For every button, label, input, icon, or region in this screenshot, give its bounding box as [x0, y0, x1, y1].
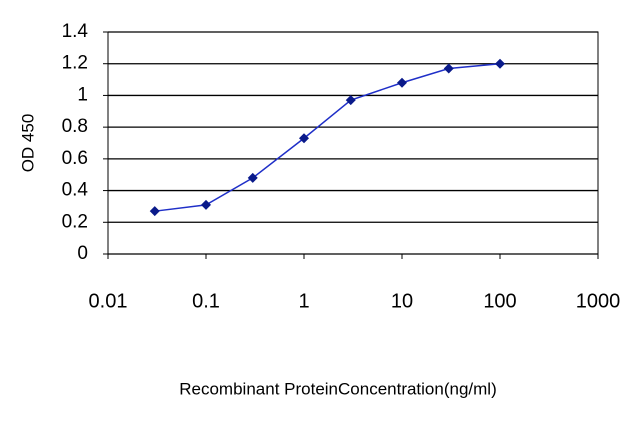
y-tick-label: 0.6 [62, 148, 88, 169]
data-point [495, 58, 505, 69]
y-tick-label: 1.2 [62, 53, 88, 74]
x-tick-label: 0.01 [89, 290, 128, 312]
x-axis-label: Recombinant ProteinConcentration(ng/ml) [179, 379, 497, 398]
data-point [201, 199, 211, 210]
x-tick-label: 1000 [576, 290, 621, 312]
x-tick-label: 10 [391, 290, 413, 312]
plot-area [107, 31, 599, 255]
y-axis-label: OD 450 [18, 114, 37, 173]
y-tick-label: 1.4 [62, 21, 89, 42]
y-tick-label: 0.8 [62, 116, 88, 137]
y-tick-label: 0.4 [62, 180, 89, 201]
y-tick-label: 1 [77, 84, 88, 105]
x-tick-label: 100 [483, 290, 516, 312]
y-tick-label: 0.2 [62, 211, 88, 232]
y-tick-label: 0 [77, 243, 88, 264]
data-point [345, 95, 356, 106]
x-tick-label: 1 [298, 290, 309, 312]
data-point [443, 63, 454, 74]
data-point [299, 133, 309, 144]
data-point [397, 77, 407, 88]
data-point [149, 206, 160, 217]
data-point [247, 172, 258, 183]
x-tick-label: 0.1 [192, 290, 220, 312]
data-line [154, 62, 501, 212]
